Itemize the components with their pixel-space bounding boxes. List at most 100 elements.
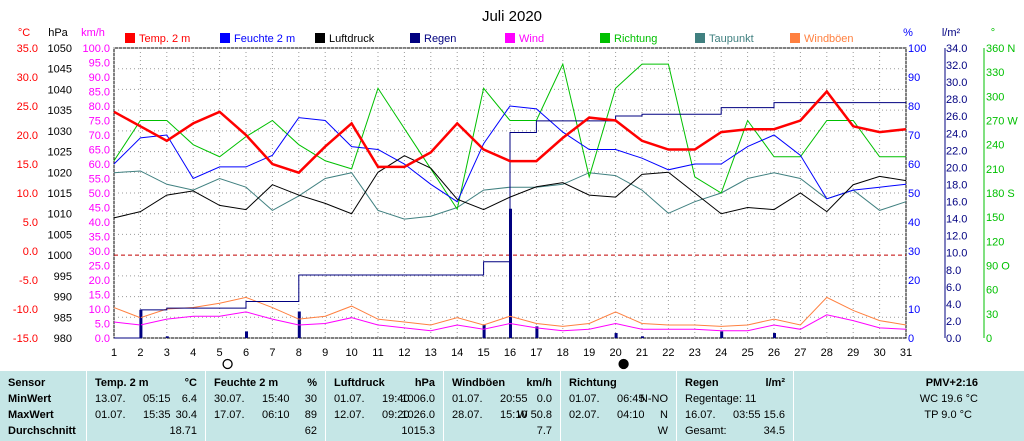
rain-bar [509,208,512,338]
stat-unit: km/h [526,377,552,389]
x-tick-label: 30 [873,347,885,359]
axis-tick-label: 70.0 [89,130,110,142]
stats-pmv: PMV+2:16 WC 19.6 °C TP 9.0 °C [794,371,1024,441]
stat-value: N-NO [639,393,668,405]
axis-tick-label: 1050 [48,43,72,55]
stats-panel: Sensor MinWert MaxWert Durchschnitt Temp… [0,371,1024,441]
axis-tick-label: 995 [54,271,72,283]
legend-label: Luftdruck [329,33,375,45]
stat-value: 1026.0 [401,409,435,421]
legend-label: Taupunkt [709,33,754,45]
stat-time: 06:10 [262,409,290,421]
stat-date: 01.07. [569,393,600,405]
legend-label: Richtung [614,33,657,45]
stats-temp: Temp. 2 m °C 13.07. 05:15 6.4 01.07. 15:35 30.4… [87,371,205,441]
axis-tick-label: 10.0 [89,304,110,316]
stat-date: Gesamt: [685,425,727,437]
axis-tick-label: 80.0 [89,101,110,113]
stat-time: 06:45 [617,393,645,405]
axis-tick-label: 0.0 [946,333,961,345]
full-moon-icon [222,358,233,370]
axis-tick-label: 20 [908,275,920,287]
stats-feuchte: Feuchte 2 m% 30.07. 15:40 30 17.07. 06:10 89 62 [206,371,325,441]
legend-swatch [220,33,230,43]
axis-tick-label: 35.0 [17,43,38,55]
x-tick-label: 21 [636,347,648,359]
stat-date: 01.07. [452,393,483,405]
axis-tick-label: 22.0 [946,145,967,157]
stat-value: 34.5 [763,425,785,437]
legend-swatch [410,33,420,43]
axis-tick-label: 65.0 [89,145,110,157]
stat-date: 16.07. [685,409,716,421]
axis-tick-label: -5.0 [19,275,38,287]
axis-tick-label: 30 [986,309,998,321]
axis-tick-label: 15.0 [17,159,38,171]
stat-date: 01.07. [95,409,126,421]
stat-value: 62 [304,425,317,437]
axis-tick-label: 180 S [986,188,1015,200]
stat-value: 7.7 [536,425,552,437]
rain-bar [535,326,539,338]
x-tick-label: 23 [689,347,701,359]
legend-label: Temp. 2 m [139,33,190,45]
axis-tick-label: 12.0 [946,231,967,243]
axis-unit: km/h [81,27,105,39]
axis-tick-label: 24.0 [946,128,967,140]
axis-tick-label: -10.0 [13,304,38,316]
sensor-header: Sensor [8,377,46,389]
x-tick-label: 17 [530,347,542,359]
axis-unit: °C [18,27,30,39]
legend-label: Feuchte 2 m [234,33,295,45]
axis-tick-label: 6.0 [946,282,961,294]
axis-tick-label: 50.0 [89,188,110,200]
axis-tick-label: 70 [908,130,920,142]
axis-tick-label: 30 [908,246,920,258]
stat-time: 20:55 [500,393,528,405]
x-tick-label: 18 [557,347,569,359]
sensor-row-min: MinWert [8,393,52,405]
stat-value: 30 [304,393,317,405]
x-tick-label: 15 [477,347,489,359]
chart-series [113,62,907,339]
new-moon-icon [618,358,629,370]
stat-time: 09:20 [382,409,410,421]
stat-date: 12.07. [334,409,365,421]
axis-unit: % [903,27,913,39]
pmv-row-tp: TP 9.0 °C [924,409,972,421]
rain-bar [641,336,644,338]
legend-label: Regen [424,33,456,45]
x-tick-label: 12 [398,347,410,359]
axis-unit: ° [991,27,995,39]
x-tick-label: 16 [504,347,516,359]
x-tick-label: 27 [794,347,806,359]
series-line-0 [113,89,907,175]
axis-tick-label: 14.0 [946,214,967,226]
stat-time: 03:55 [733,409,761,421]
legend-label: Windböen [804,33,854,45]
axis-tick-label: 4.0 [946,299,961,311]
stat-time: 04:10 [617,409,645,421]
stat-value: 89 [304,409,317,421]
x-tick-label: 6 [243,347,249,359]
stat-value: 18.71 [169,425,197,437]
axis-tick-label: 1045 [48,64,72,76]
pmv-title: PMV+2:16 [925,377,978,389]
axis-tick-label: 1000 [48,250,72,262]
axis-tick-label: 15.0 [89,290,110,302]
axis-tick-label: 80 [908,101,920,113]
legend-swatch [600,33,610,43]
chart-title: Juli 2020 [482,8,542,25]
axis-tick-label: 10.0 [946,248,967,260]
stat-date: 28.07. [452,409,483,421]
axis-tick-label: 2.0 [946,316,961,328]
axis-tick-label: 40.0 [89,217,110,229]
axis-tick-label: 30.0 [89,246,110,258]
legend-swatch [695,33,705,43]
x-tick-label: 31 [900,347,912,359]
series-line-1 [113,105,907,203]
stat-date: 13.07. [95,393,126,405]
x-tick-label: 22 [662,347,674,359]
axis-tick-label: 120 [986,236,1004,248]
x-tick-label: 8 [296,347,302,359]
